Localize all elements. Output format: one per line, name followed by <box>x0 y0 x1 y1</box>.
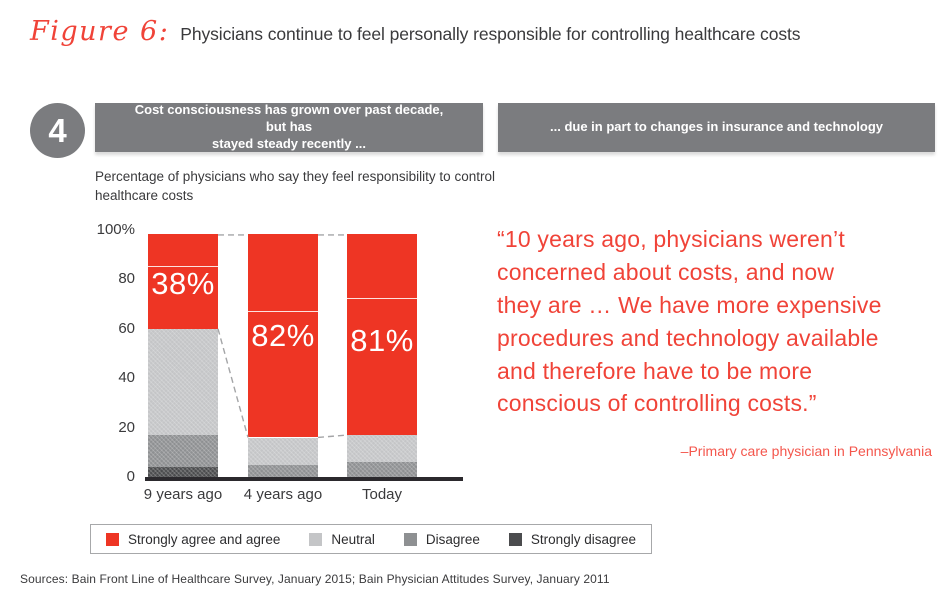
bar-total-label: 81% <box>350 323 414 359</box>
quote-attribution: –Primary care physician in Pennsylvania <box>680 443 932 459</box>
bar-segment <box>248 464 318 478</box>
figure-number-label: Figure 6: <box>30 16 170 47</box>
bar-segment <box>248 437 318 465</box>
bar-segment <box>148 328 218 436</box>
y-axis-tick-label: 80 <box>118 270 135 288</box>
bar-segment <box>347 435 417 463</box>
bar-segment <box>347 233 417 300</box>
y-axis-tick-label: 0 <box>126 468 135 485</box>
bar-segment <box>148 267 218 329</box>
legend-item: Strongly disagree <box>508 531 636 547</box>
bar-segment <box>347 299 417 436</box>
plot-area: 38% 82% 81% <box>148 230 463 478</box>
legend-item: Neutral <box>309 532 375 547</box>
legend-label: Neutral <box>331 531 375 547</box>
legend-label: Disagree <box>425 531 480 547</box>
chart-title: Percentage of physicians who say they fe… <box>95 169 495 203</box>
x-axis-tick-label: Today <box>361 486 403 503</box>
x-axis-tick-label: 9 years ago <box>143 486 223 503</box>
y-axis-tick-label: 20 <box>118 418 135 436</box>
legend-label: Strongly agree and agree <box>128 531 281 547</box>
x-axis-labels: 9 years ago 4 years ago Today <box>144 486 463 508</box>
bar-segment <box>148 233 218 268</box>
banner-left: Cost consciousness has grown over past d… <box>95 102 483 152</box>
bar-segment <box>148 467 218 477</box>
figure-header: Figure 6: Physicians continue to feel pe… <box>30 16 801 47</box>
bar-segment <box>248 233 318 312</box>
legend-swatch <box>309 532 323 546</box>
quote-text: “10 years ago, physicians weren’t concer… <box>497 226 882 417</box>
legend-item: Strongly agree and agree <box>106 532 280 547</box>
step-number-badge: 4 <box>30 103 85 158</box>
legend-swatch <box>403 532 417 546</box>
bar-segment <box>347 462 417 477</box>
y-axis-labels: 100% 80 60 40 20 0 <box>58 221 135 485</box>
legend-swatch <box>508 532 522 546</box>
bar-total-label: 82% <box>251 318 315 354</box>
bar-segment <box>248 311 318 438</box>
y-axis-tick-label: 40 <box>118 369 135 387</box>
chart-legend: Strongly agree and agree Neutral Disagree S… <box>90 524 652 554</box>
banner-right: ... due in part to changes in insurance … <box>498 103 935 152</box>
x-axis-line <box>145 477 463 481</box>
legend-swatch <box>106 532 119 546</box>
figure-title: Physicians continue to feel personally r… <box>180 24 801 44</box>
legend-item: Disagree <box>403 531 480 547</box>
bar-total-label: 38% <box>151 266 215 302</box>
x-axis-tick-label: 4 years ago <box>243 486 323 503</box>
legend-label: Strongly disagree <box>530 531 636 547</box>
bar-segment <box>148 435 218 468</box>
y-axis-tick-label: 60 <box>118 319 135 337</box>
y-axis-tick-label: 100% <box>96 221 135 238</box>
sources-note: Sources: Bain Front Line of Healthcare S… <box>20 572 610 586</box>
